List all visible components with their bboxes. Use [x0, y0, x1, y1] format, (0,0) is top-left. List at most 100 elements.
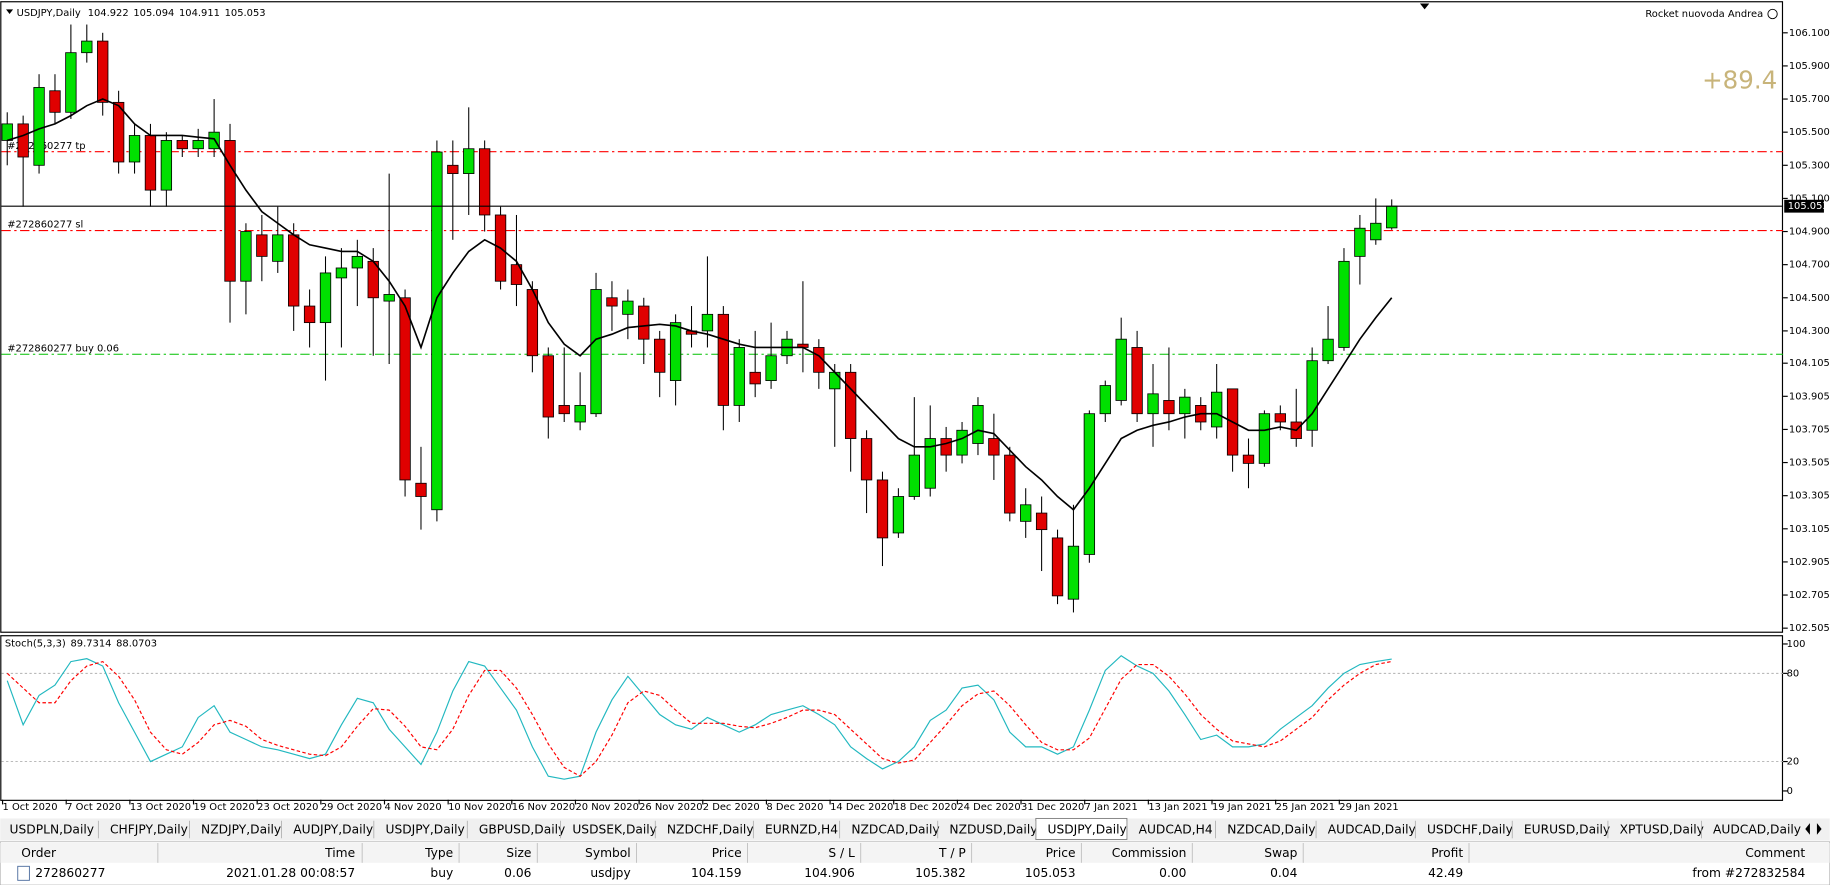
price-tick-label: 105.300	[1789, 160, 1830, 171]
tab-label[interactable]: EURNZD,H4	[765, 823, 838, 837]
candle-body	[224, 140, 236, 282]
candle-body	[1211, 391, 1223, 428]
tab-label[interactable]: XPTUSD,Daily	[1620, 823, 1704, 837]
candle-body	[1338, 260, 1350, 348]
price-tick-label: 102.905	[1789, 557, 1830, 568]
candle-body	[81, 40, 93, 54]
table-cell[interactable]: 2021.01.28 00:08:57	[226, 866, 355, 880]
price-tick-label: 105.100	[1789, 193, 1830, 204]
tab-label[interactable]: USDJPY,Daily	[386, 823, 465, 837]
tab-label[interactable]: AUDCAD,H4	[1139, 823, 1213, 837]
table-cell[interactable]: usdjpy	[590, 866, 630, 880]
date-label: 18 Dec 2020	[894, 802, 957, 813]
candle-body	[1274, 413, 1286, 423]
tab-label[interactable]: CHFJPY,Daily	[110, 823, 188, 837]
tab-label[interactable]: USDPLN,Daily	[10, 823, 94, 837]
tab-bar	[0, 818, 1830, 841]
tab-label[interactable]: NZDCHF,Daily	[667, 823, 754, 837]
table-cell[interactable]: 0.00	[1159, 866, 1186, 880]
candle-body	[160, 140, 173, 191]
candle-body	[908, 454, 920, 497]
tab-label[interactable]: USDJPY,Daily	[1048, 823, 1127, 837]
date-label: 7 Jan 2021	[1085, 802, 1138, 813]
candle-body	[97, 40, 109, 103]
candle-body	[1258, 413, 1271, 464]
date-label: 29 Jan 2021	[1339, 802, 1398, 813]
candle-body	[1386, 205, 1398, 229]
tab-label[interactable]: AUDCAD,Daily	[1713, 823, 1801, 837]
tab-label[interactable]: NZDUSD,Daily	[949, 823, 1037, 837]
table-cell[interactable]: from #272832584	[1692, 866, 1805, 880]
candle-body	[558, 405, 570, 415]
table-cell[interactable]: 42.49	[1428, 866, 1463, 880]
candle-body	[765, 355, 777, 381]
smiley-icon	[1767, 8, 1778, 20]
price-tick-label: 103.105	[1789, 524, 1830, 535]
tab-label[interactable]: EURUSD,Daily	[1524, 823, 1610, 837]
table-cell[interactable]: 272860277	[35, 866, 105, 880]
candle-body	[1020, 504, 1032, 522]
table-cell[interactable]: 105.382	[915, 866, 966, 880]
tab-label[interactable]: NZDCAD,Daily	[851, 823, 939, 837]
price-tick-label: 106.100	[1789, 28, 1830, 39]
candle-body	[33, 87, 45, 166]
table-cell[interactable]: 105.053	[1025, 866, 1076, 880]
tab-label[interactable]: AUDCAD,Daily	[1328, 823, 1416, 837]
candle-body	[972, 405, 984, 444]
candle-body	[638, 305, 650, 340]
candle-body	[1115, 338, 1127, 401]
high: 105.094	[133, 8, 174, 19]
date-label: 13 Jan 2021	[1148, 802, 1207, 813]
price-tick-label: 104.700	[1789, 260, 1830, 271]
candle-body	[542, 355, 554, 418]
candle-body	[288, 234, 300, 307]
candle-body	[256, 234, 268, 257]
table-cell[interactable]: 104.159	[691, 866, 742, 880]
date-label: 14 Dec 2020	[830, 802, 893, 813]
tab-label[interactable]: AUDJPY,Daily	[293, 823, 373, 837]
column-header: Symbol	[585, 846, 631, 860]
candle-body	[208, 131, 220, 150]
candle-body	[988, 438, 1000, 456]
candle-body	[574, 405, 586, 423]
table-cell[interactable]: 0.06	[504, 866, 531, 880]
indicator-title: Stoch(5,3,3)	[5, 638, 66, 649]
date-label: 10 Nov 2020	[448, 802, 511, 813]
main-panel	[0, 1, 1784, 633]
candle-body	[1004, 454, 1016, 514]
indicator-panel	[0, 635, 1784, 801]
tab-label[interactable]: NZDCAD,Daily	[1227, 823, 1315, 837]
column-header: Profit	[1431, 846, 1463, 860]
table-cell[interactable]: buy	[430, 866, 453, 880]
candle-body	[1306, 360, 1318, 431]
table-cell[interactable]: 104.906	[804, 866, 855, 880]
tab-label[interactable]: USDCHF,Daily	[1427, 823, 1513, 837]
table-cell[interactable]: 0.04	[1270, 866, 1297, 880]
menu-arrow	[6, 9, 14, 15]
date-label: 2 Dec 2020	[703, 802, 760, 813]
price-tick-label: 102.705	[1789, 590, 1830, 601]
column-header: Order	[21, 846, 57, 860]
tab-label[interactable]: NZDJPY,Daily	[201, 823, 281, 837]
candle-body	[272, 234, 284, 262]
order-icon	[17, 865, 30, 881]
column-header: Comment	[1745, 846, 1805, 860]
candle-body	[1083, 413, 1096, 555]
candle-body	[701, 313, 714, 332]
candle-body	[383, 294, 395, 302]
candle-body	[303, 305, 316, 324]
tab-label[interactable]: GBPUSD,Daily	[479, 823, 565, 837]
candle-body	[876, 479, 889, 539]
candle-body	[128, 135, 141, 163]
column-header: Commission	[1112, 846, 1187, 860]
tab-label[interactable]: USDSEK,Daily	[572, 823, 657, 837]
date-label: 29 Oct 2020	[321, 802, 382, 813]
candle-body	[49, 90, 61, 113]
candle-body	[1, 123, 13, 141]
price-tick-label: 103.705	[1789, 424, 1830, 435]
k-value: 89.7314	[70, 638, 111, 649]
current-price-box	[1784, 199, 1824, 213]
moving-average	[6, 98, 1393, 511]
